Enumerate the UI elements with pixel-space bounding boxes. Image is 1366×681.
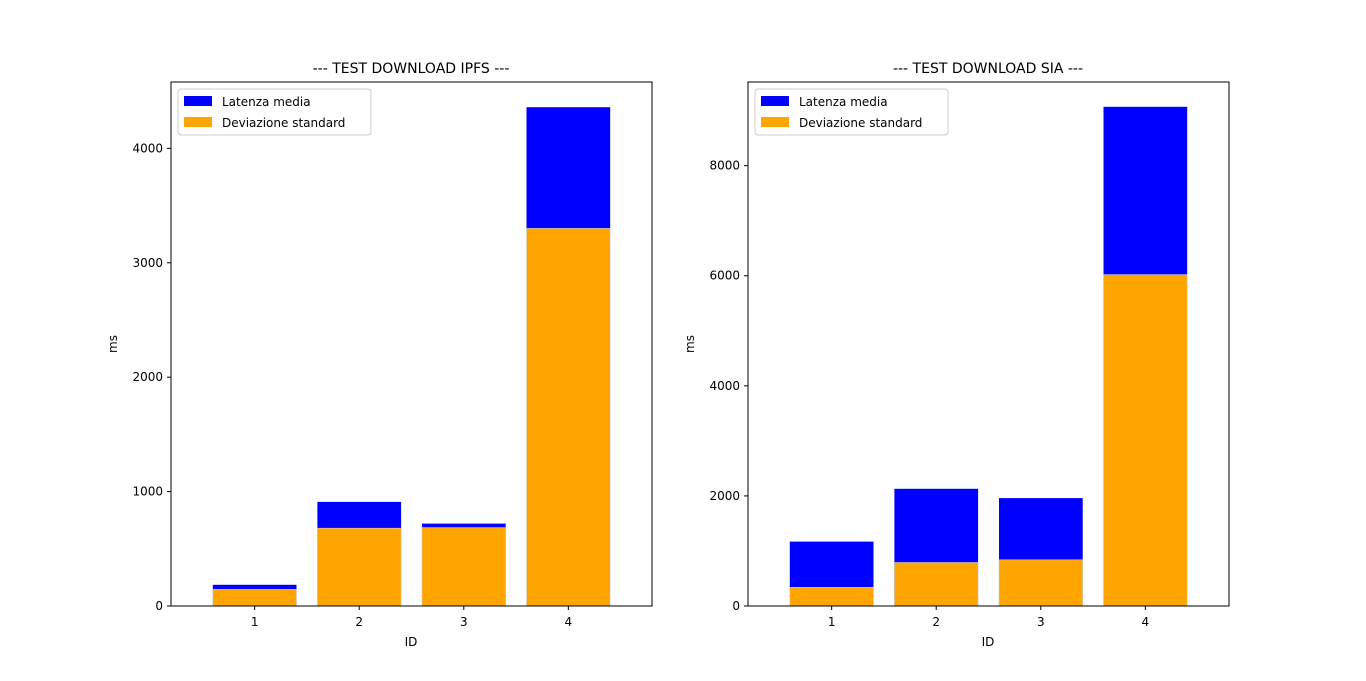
x-axis-label: ID [982, 635, 995, 649]
legend: Latenza media Deviazione standard [177, 88, 372, 136]
legend-label: Deviazione standard [222, 116, 345, 130]
y-tick-label: 2000 [709, 489, 740, 503]
legend-swatch [761, 117, 789, 127]
legend-box [754, 88, 949, 136]
legend: Latenza media Deviazione standard [754, 88, 949, 136]
chart-sia: --- TEST DOWNLOAD SIA --- 0 2000 4000 6000 8… [683, 61, 1230, 649]
legend-label: Latenza media [799, 95, 888, 109]
y-axis-ticks: 0 1000 2000 3000 4000 [132, 141, 171, 613]
y-axis-ticks: 0 2000 4000 6000 8000 [709, 159, 748, 613]
x-tick-label: 3 [1037, 615, 1045, 629]
y-tick-label: 6000 [709, 269, 740, 283]
y-axis-label: ms [683, 335, 697, 353]
y-tick-label: 1000 [132, 485, 163, 499]
legend-swatch [184, 117, 212, 127]
x-tick-label: 3 [460, 615, 468, 629]
y-tick-label: 4000 [132, 141, 163, 155]
bar-deviazione-standard-1 [212, 589, 297, 607]
axes-frame [747, 81, 1230, 607]
chart-title: --- TEST DOWNLOAD IPFS --- [313, 61, 510, 77]
x-tick-label: 1 [828, 615, 836, 629]
legend-box [177, 88, 372, 136]
x-axis-label: ID [405, 635, 418, 649]
bar-deviazione-standard-4 [526, 228, 611, 607]
x-tick-label: 1 [251, 615, 259, 629]
chart-title: --- TEST DOWNLOAD SIA --- [893, 61, 1083, 77]
y-tick-label: 0 [155, 599, 163, 613]
legend-swatch [761, 96, 789, 106]
bar-deviazione-standard-3 [998, 559, 1083, 607]
bar-deviazione-standard-2 [894, 562, 979, 607]
bar-deviazione-standard-2 [317, 527, 402, 607]
x-tick-label: 2 [932, 615, 940, 629]
y-tick-label: 0 [732, 599, 740, 613]
legend-label: Latenza media [222, 95, 311, 109]
chart-ipfs: --- TEST DOWNLOAD IPFS --- 0 1000 2000 3000… [106, 61, 653, 649]
bar-group [212, 107, 611, 607]
y-tick-label: 8000 [709, 159, 740, 173]
legend-swatch [184, 96, 212, 106]
bar-deviazione-standard-3 [421, 527, 506, 607]
bar-deviazione-standard-4 [1103, 274, 1188, 607]
x-axis-ticks: 1 2 3 4 [828, 606, 1149, 629]
x-axis-ticks: 1 2 3 4 [251, 606, 572, 629]
y-tick-label: 2000 [132, 370, 163, 384]
x-tick-label: 2 [355, 615, 363, 629]
bar-deviazione-standard-1 [789, 586, 874, 607]
axes-frame [170, 81, 653, 607]
legend-label: Deviazione standard [799, 116, 922, 130]
x-tick-label: 4 [565, 615, 573, 629]
x-tick-label: 4 [1142, 615, 1150, 629]
bar-group [789, 106, 1188, 607]
y-tick-label: 3000 [132, 256, 163, 270]
y-tick-label: 4000 [709, 379, 740, 393]
y-axis-label: ms [106, 335, 120, 353]
